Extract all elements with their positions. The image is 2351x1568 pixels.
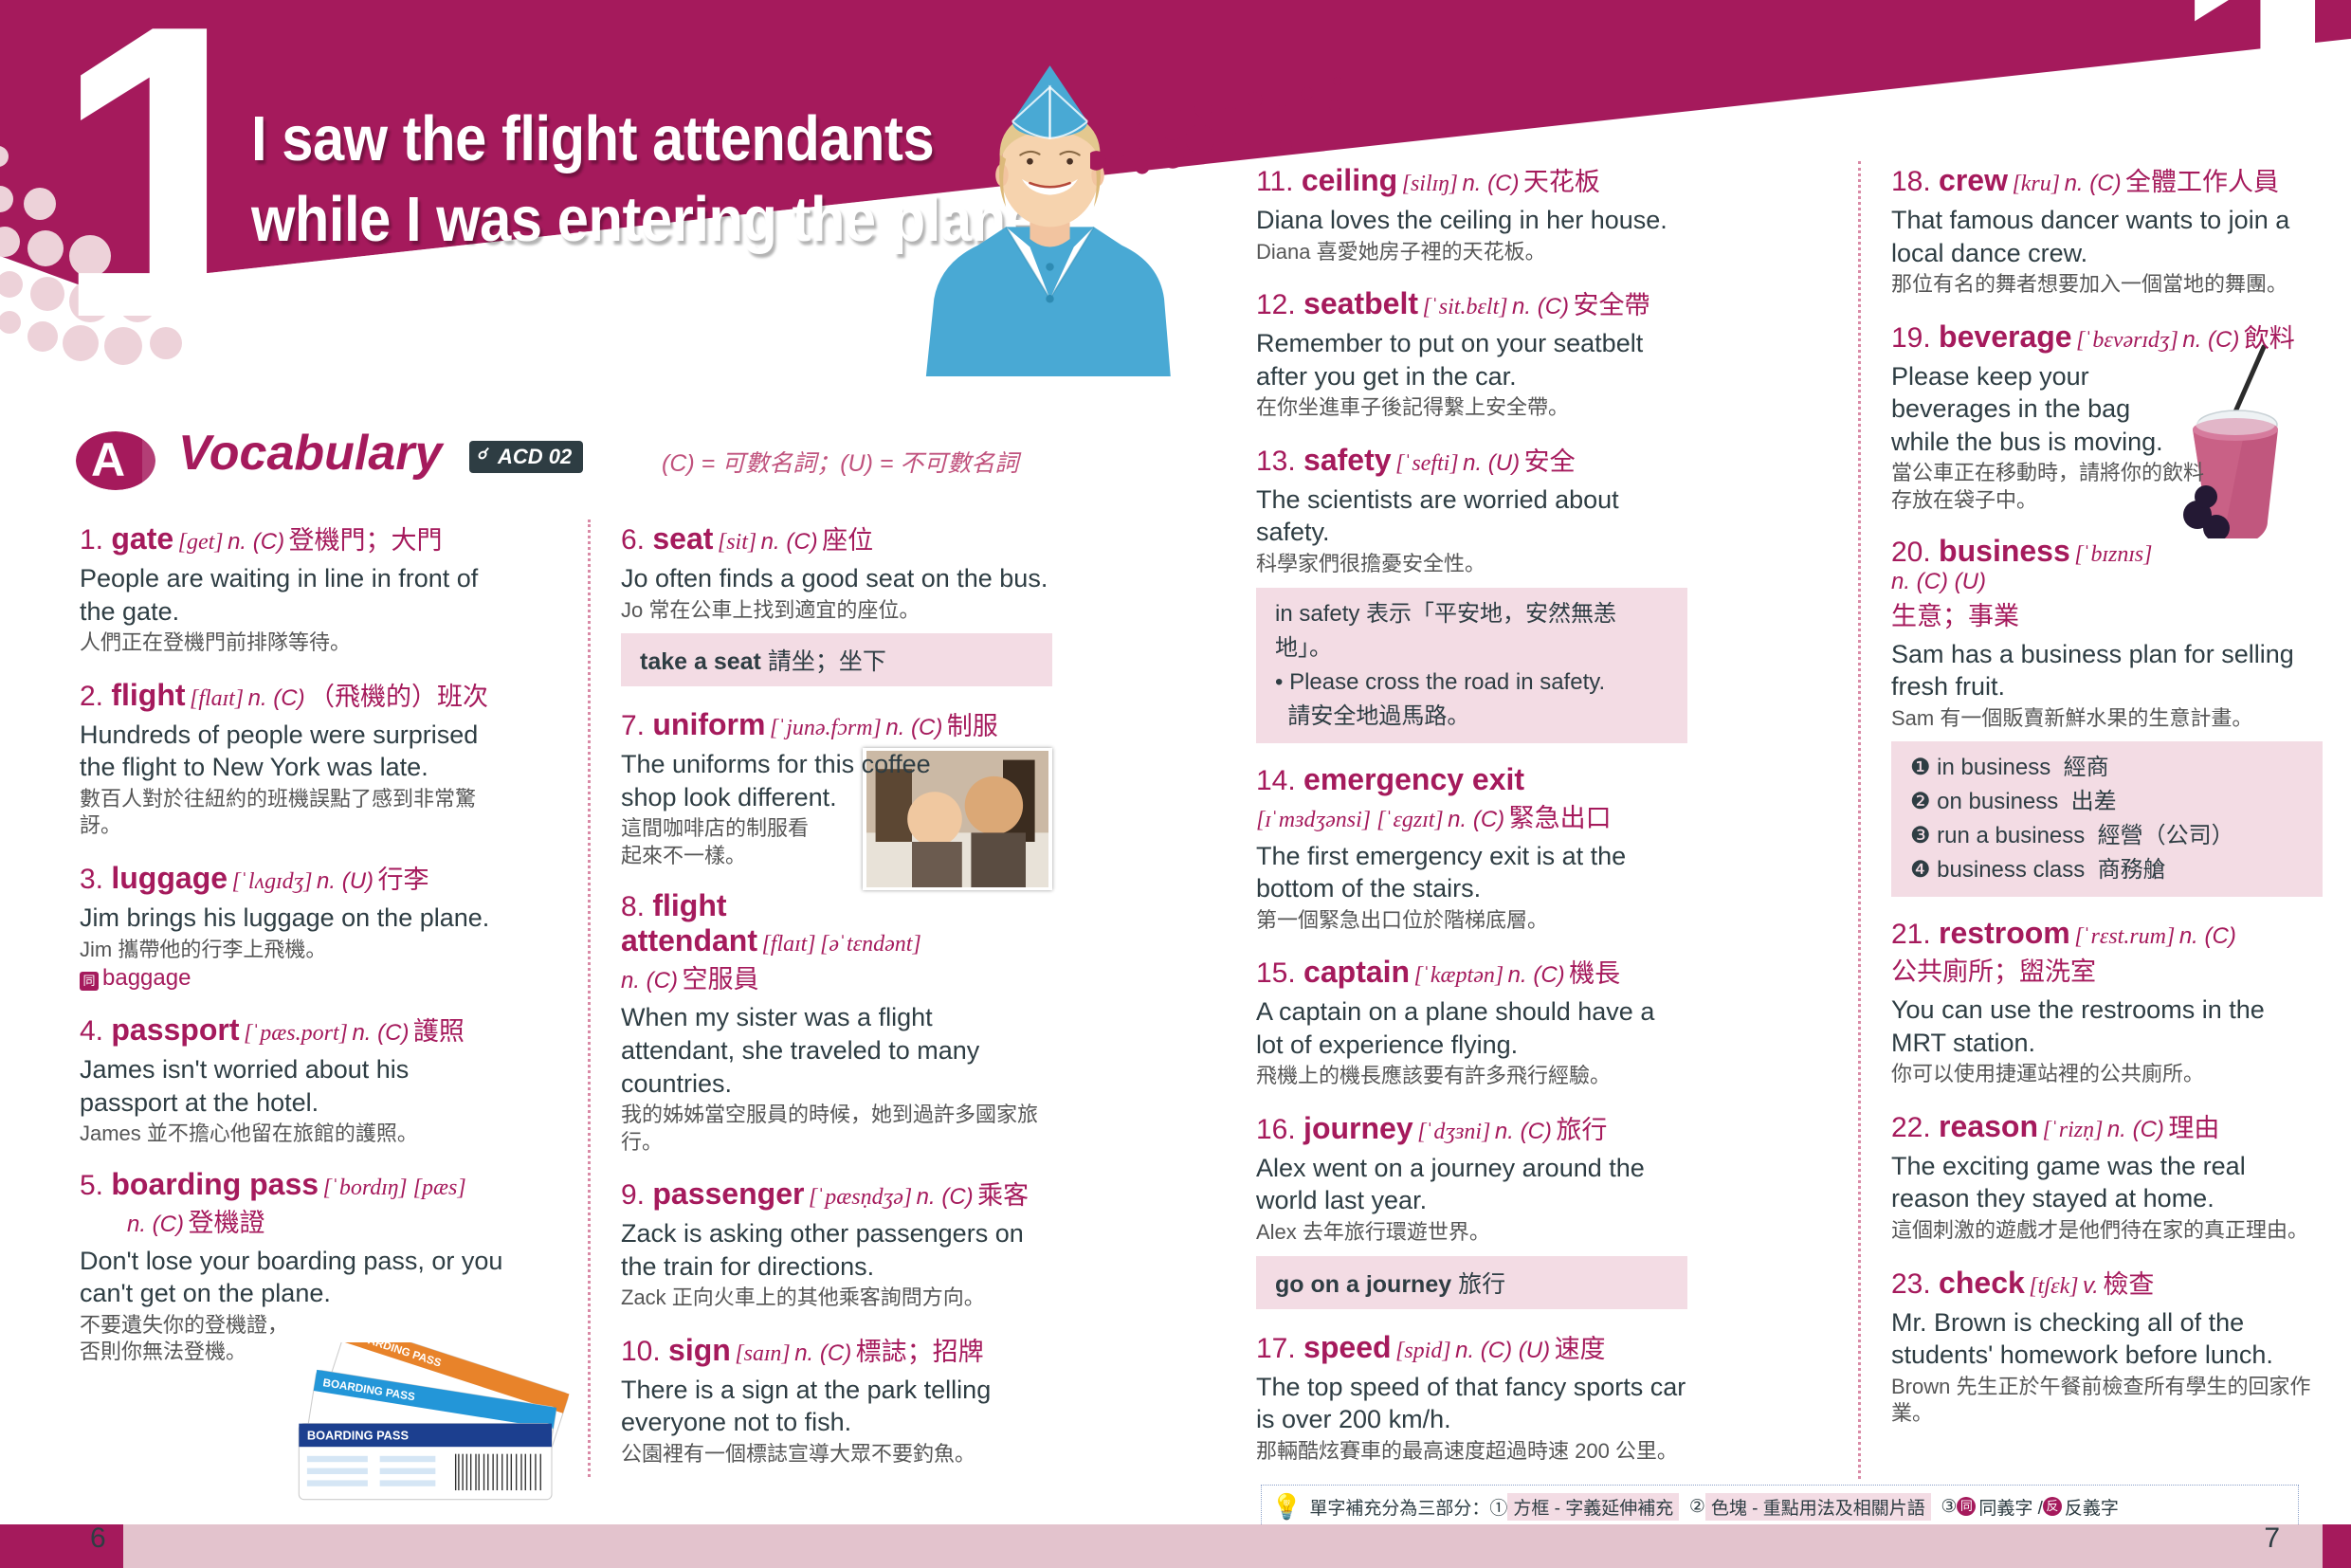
svg-text:A: A [91, 433, 125, 486]
svg-text:BOARDING PASS: BOARDING PASS [307, 1429, 410, 1443]
